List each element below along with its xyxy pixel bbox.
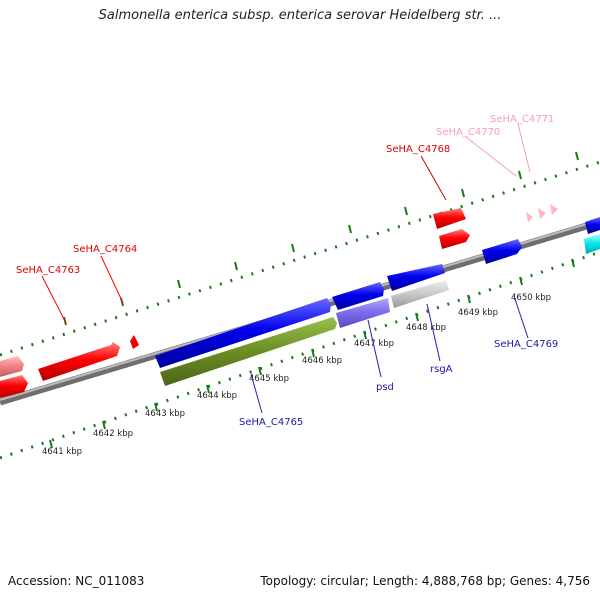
gene-label-c4765[interactable]: SeHA_C4765 xyxy=(239,417,303,428)
callout-line-c4764 xyxy=(100,255,124,304)
scale-label: 4648 kbp xyxy=(406,323,446,333)
inner-major-tick xyxy=(102,420,106,430)
outer-major-tick xyxy=(348,224,352,234)
scale-label: 4643 kbp xyxy=(145,409,185,419)
inner-tick-track xyxy=(0,250,600,460)
inner-major-tick xyxy=(49,439,53,449)
gene-label-c4768[interactable]: SeHA_C4768 xyxy=(386,144,450,155)
gene-arrow-blue-long[interactable] xyxy=(155,298,331,368)
scale-label: 4644 kbp xyxy=(197,391,237,401)
gene-label-c4769[interactable]: SeHA_C4769 xyxy=(494,339,558,350)
gene-arrow-c4765[interactable] xyxy=(160,317,337,386)
gene-arrow-c4770[interactable] xyxy=(526,212,533,222)
callout-line-psd xyxy=(367,319,382,378)
gene-arrow-rsga-blue[interactable] xyxy=(387,264,445,291)
callout-line-c4765 xyxy=(250,373,263,414)
scale-label: 4650 kbp xyxy=(511,293,551,303)
gene-arrow-c4771[interactable] xyxy=(538,208,546,219)
gene-label-rsga[interactable]: rsgA xyxy=(430,364,453,375)
callout-line-c4770 xyxy=(465,136,517,177)
gene-label-c4771[interactable]: SeHA_C4771 xyxy=(490,114,554,125)
gene-arrow-c4764[interactable] xyxy=(130,335,139,349)
gene-arrow-blue-right-edge[interactable] xyxy=(585,217,600,234)
topology-summary: Topology: circular; Length: 4,888,768 bp… xyxy=(260,574,590,588)
outer-major-tick xyxy=(404,206,408,216)
genome-title: Salmonella enterica subsp. enterica sero… xyxy=(98,8,502,23)
inner-major-tick xyxy=(571,258,575,268)
scale-label: 4645 kbp xyxy=(249,374,289,384)
outer-major-tick xyxy=(518,170,522,180)
outer-major-tick xyxy=(461,188,465,198)
inner-major-tick xyxy=(154,402,158,412)
gene-arrow-red-left-low[interactable] xyxy=(0,375,28,398)
gene-arrow-c4771b[interactable] xyxy=(550,204,558,215)
callout-line-c4769 xyxy=(513,295,529,339)
outer-major-tick xyxy=(234,261,238,271)
gene-label-c4763[interactable]: SeHA_C4763 xyxy=(16,265,80,276)
scale-label: 4649 kbp xyxy=(458,308,498,318)
inner-major-tick xyxy=(206,384,210,394)
inner-major-tick xyxy=(258,366,262,376)
scale-label: 4641 kbp xyxy=(42,447,82,457)
inner-major-tick xyxy=(519,276,523,286)
outer-major-tick xyxy=(177,279,181,289)
gene-arrow-c4768-bottom[interactable] xyxy=(439,229,470,249)
gene-label-c4764[interactable]: SeHA_C4764 xyxy=(73,244,137,255)
gene-arrow-c4763[interactable] xyxy=(38,342,120,381)
gene-arrow-psd-blue[interactable] xyxy=(332,282,384,310)
callout-line-c4771 xyxy=(517,123,531,173)
inner-major-tick xyxy=(415,312,419,322)
callout-line-c4768 xyxy=(420,155,447,201)
gene-arrow-pink-left[interactable] xyxy=(0,356,24,377)
scale-label: 4647 kbp xyxy=(354,339,394,349)
accession-text: Accession: NC_011083 xyxy=(8,574,145,588)
inner-major-tick xyxy=(311,348,315,358)
gene-arrow-psd[interactable] xyxy=(336,298,390,328)
scale-label: 4646 kbp xyxy=(302,356,342,366)
outer-major-tick xyxy=(291,243,295,253)
gene-arrow-c4768-top[interactable] xyxy=(433,208,466,229)
gene-label-psd[interactable]: psd xyxy=(376,382,394,393)
gene-label-c4770[interactable]: SeHA_C4770 xyxy=(436,127,500,138)
inner-major-tick xyxy=(363,330,367,340)
callout-line-rsga xyxy=(426,303,441,362)
outer-major-tick xyxy=(575,151,579,161)
inner-major-tick xyxy=(467,294,471,304)
gene-arrow-rsga[interactable] xyxy=(391,280,449,308)
callout-line-c4763 xyxy=(41,275,67,324)
gene-arrow-cyan[interactable] xyxy=(584,234,600,254)
scale-label: 4642 kbp xyxy=(93,429,133,439)
gene-arrow-c4769[interactable] xyxy=(482,239,522,264)
